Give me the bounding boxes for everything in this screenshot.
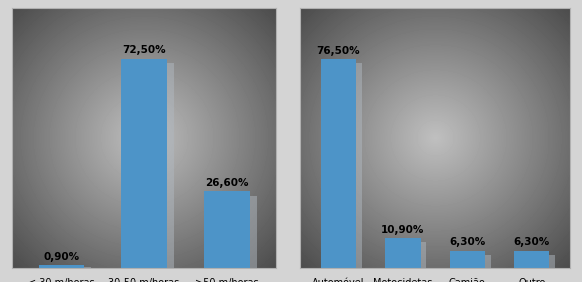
Text: 6,30%: 6,30% [513, 237, 550, 247]
Bar [449, 251, 485, 268]
Bar [42, 267, 91, 268]
Text: 26,60%: 26,60% [205, 178, 249, 188]
Bar [126, 63, 174, 268]
Text: 0,90%: 0,90% [43, 252, 79, 262]
Text: 6,30%: 6,30% [449, 237, 485, 247]
Text: 10,90%: 10,90% [381, 225, 424, 235]
Bar [388, 242, 427, 268]
Text: 76,50%: 76,50% [317, 46, 360, 56]
Bar [121, 59, 167, 268]
Bar [385, 238, 421, 268]
Bar [453, 255, 491, 268]
Bar [208, 195, 257, 268]
Bar [321, 59, 356, 268]
Bar [517, 255, 555, 268]
Text: 72,50%: 72,50% [122, 45, 166, 56]
Bar [204, 191, 250, 268]
Bar [38, 265, 84, 268]
Bar [514, 251, 549, 268]
Bar [324, 63, 362, 268]
